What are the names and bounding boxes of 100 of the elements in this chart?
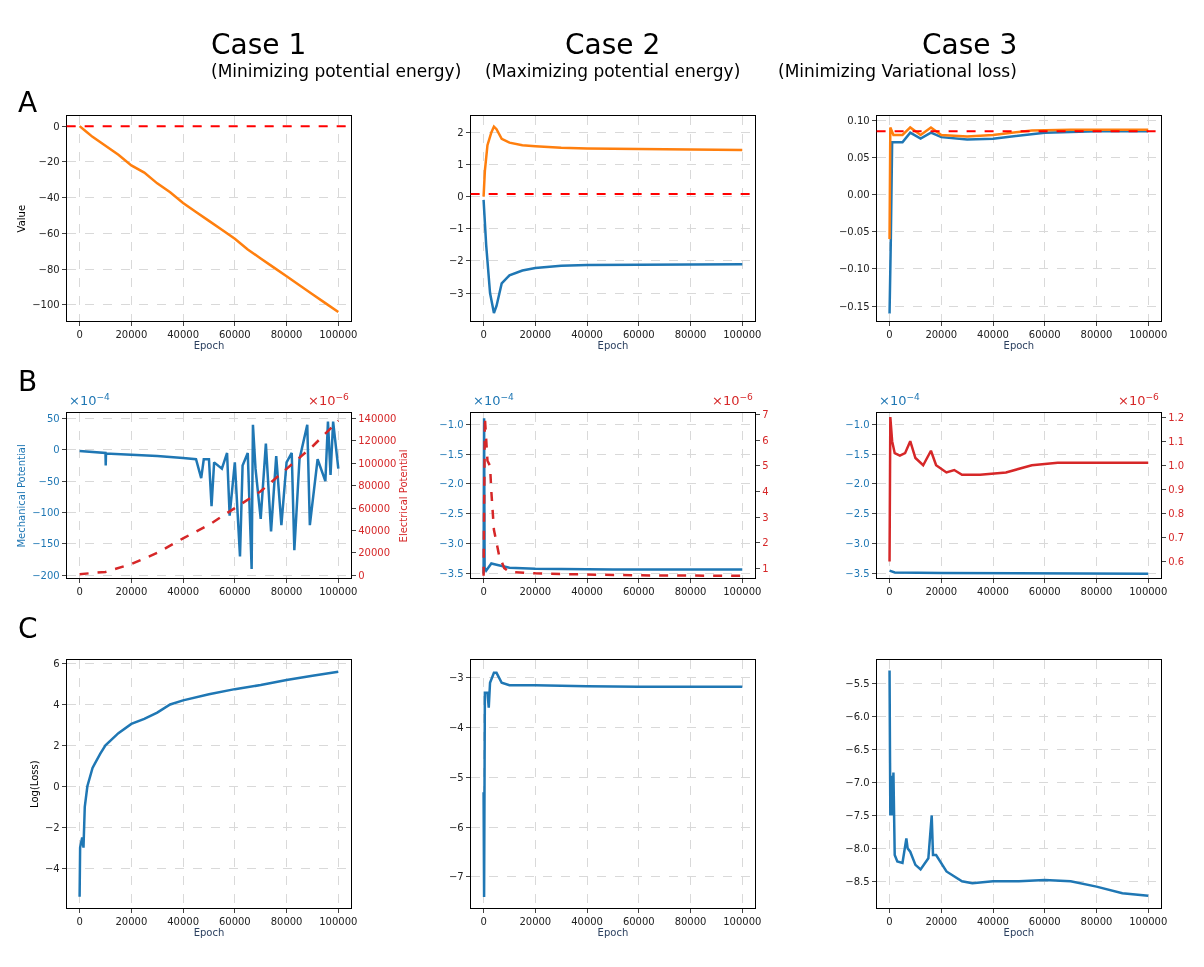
y-tick-label: −3.0 [439, 538, 464, 550]
y-tick-label: −2.0 [439, 478, 464, 490]
y2-tick-label: 0 [358, 569, 365, 581]
y-tick-label: −150 [32, 538, 60, 550]
y-tick-label: −4 [448, 722, 464, 734]
x-tick-label: 80000 [1080, 329, 1113, 341]
text: ×10$^{−6}$ [712, 392, 754, 409]
y2-tick-label: 2 [762, 537, 769, 549]
y-tick-label: 4 [53, 698, 60, 710]
x-axis-title: Epoch [597, 927, 629, 939]
y-tick-label: −1.5 [439, 448, 464, 460]
y2-tick-label: 0.7 [1168, 531, 1185, 543]
y2-tick-label: 1.0 [1168, 459, 1185, 471]
y-tick-label: −100 [32, 507, 60, 519]
x-tick-label: 0 [886, 916, 893, 928]
y-tick-label: −3 [448, 672, 464, 684]
x-tick-label: 100000 [1129, 329, 1168, 341]
x-tick-label: 60000 [1028, 329, 1061, 341]
y-tick-label: −20 [38, 156, 60, 168]
y-axis-title: Mechanical Potential [16, 444, 28, 548]
x-tick-label: 60000 [218, 586, 251, 598]
y-tick-label: 6 [53, 658, 60, 670]
x-tick-label: 60000 [1028, 586, 1061, 598]
y-tick-label: −5.5 [845, 678, 870, 690]
y-tick-label: 0 [457, 191, 464, 203]
y2-tick-label: 80000 [358, 480, 391, 492]
x-tick-label: 100000 [723, 586, 762, 598]
y-tick-label: −6 [448, 821, 464, 833]
line-series [888, 126, 1150, 241]
x-tick-label: 0 [76, 329, 83, 341]
y-tick-label: 0 [53, 120, 60, 132]
y-tick-label: −7 [448, 871, 464, 883]
y-tick-label: −1 [448, 223, 464, 235]
line-series [888, 669, 1150, 898]
y-tick-label: 50 [46, 412, 60, 424]
chart-title: Case 3 [922, 28, 1018, 61]
x-tick-label: 0 [76, 916, 83, 928]
y-tick-label: −100 [32, 299, 60, 311]
text: C [18, 612, 38, 645]
y-tick-label: −0.10 [838, 263, 870, 275]
x-tick-label: 0 [886, 586, 893, 598]
x-axis-title: Epoch [597, 340, 629, 352]
x-tick-label: 100000 [1129, 586, 1168, 598]
x-tick-label: 60000 [622, 329, 655, 341]
line-series [78, 670, 340, 898]
x-tick-label: 60000 [622, 586, 655, 598]
line-series [482, 125, 744, 198]
y-tick-label: −2.5 [845, 508, 870, 520]
x-tick-label: 100000 [723, 916, 762, 928]
y-axis-title: Log(Loss) [28, 760, 40, 808]
y2-tick-label: 4 [762, 485, 769, 497]
y2-axis-title: Electrical Potential [397, 449, 409, 543]
y2-tick-label: 1.2 [1168, 411, 1185, 423]
y-tick-label: −7.5 [845, 809, 870, 821]
x-tick-label: 20000 [925, 916, 958, 928]
y-tick-label: −200 [32, 569, 60, 581]
x-tick-label: 80000 [270, 586, 303, 598]
y-tick-label: −40 [38, 192, 60, 204]
y-tick-label: −2.5 [439, 508, 464, 520]
y2-tick-label: 120000 [358, 435, 397, 447]
y-tick-label: −60 [38, 227, 60, 239]
y-tick-label: 0.10 [847, 114, 870, 126]
y-tick-label: −2 [448, 255, 464, 267]
y2-tick-label: 0.8 [1168, 507, 1185, 519]
y-tick-label: −5 [448, 771, 464, 783]
y2-tick-label: 100000 [358, 457, 397, 469]
x-tick-label: 40000 [977, 329, 1009, 341]
y-tick-label: 0.00 [847, 188, 870, 200]
x-tick-label: 40000 [977, 916, 1009, 928]
x-tick-label: 20000 [925, 586, 958, 598]
x-tick-label: 80000 [1080, 916, 1113, 928]
y-tick-label: −1.5 [845, 448, 870, 460]
line-series [482, 671, 744, 899]
x-tick-label: 80000 [674, 329, 707, 341]
text: ×10$^{−4}$ [879, 392, 921, 409]
x-tick-label: 80000 [270, 329, 303, 341]
y-tick-label: −1.0 [439, 418, 464, 430]
y2-tick-label: 20000 [358, 547, 391, 559]
y-tick-label: −2 [44, 821, 60, 833]
y-tick-label: 1 [457, 159, 464, 171]
line-series [888, 415, 1150, 563]
x-tick-label: 0 [76, 586, 83, 598]
x-tick-label: 0 [480, 329, 487, 341]
y-tick-label: −2.0 [845, 478, 870, 490]
x-tick-label: 80000 [270, 916, 303, 928]
text: ×10$^{−4}$ [69, 392, 111, 409]
x-tick-label: 60000 [218, 329, 251, 341]
y-tick-label: −80 [38, 263, 60, 275]
x-tick-label: 40000 [571, 916, 603, 928]
x-tick-label: 100000 [1129, 916, 1168, 928]
x-tick-label: 20000 [115, 586, 148, 598]
y-tick-label: 2 [457, 126, 464, 138]
y-tick-label: −7.0 [845, 776, 870, 788]
x-tick-label: 40000 [571, 586, 603, 598]
x-tick-label: 60000 [622, 916, 655, 928]
y-tick-label: −3.5 [439, 568, 464, 580]
x-tick-label: 20000 [519, 586, 552, 598]
y-tick-label: −6.0 [845, 711, 870, 723]
line-series [78, 124, 340, 314]
y2-tick-label: 1.1 [1168, 435, 1185, 447]
